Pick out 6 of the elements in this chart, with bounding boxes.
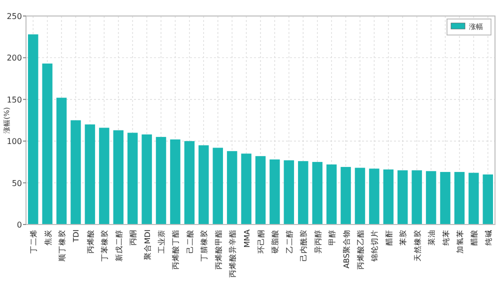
y-tick-label: 250 (6, 12, 22, 21)
y-tick-label: 150 (6, 95, 22, 104)
y-tick-label: 200 (6, 54, 22, 63)
y-tick-label: 100 (6, 137, 22, 146)
y-tick-label: 50 (12, 178, 22, 188)
y-tick-label: 0 (16, 220, 22, 230)
